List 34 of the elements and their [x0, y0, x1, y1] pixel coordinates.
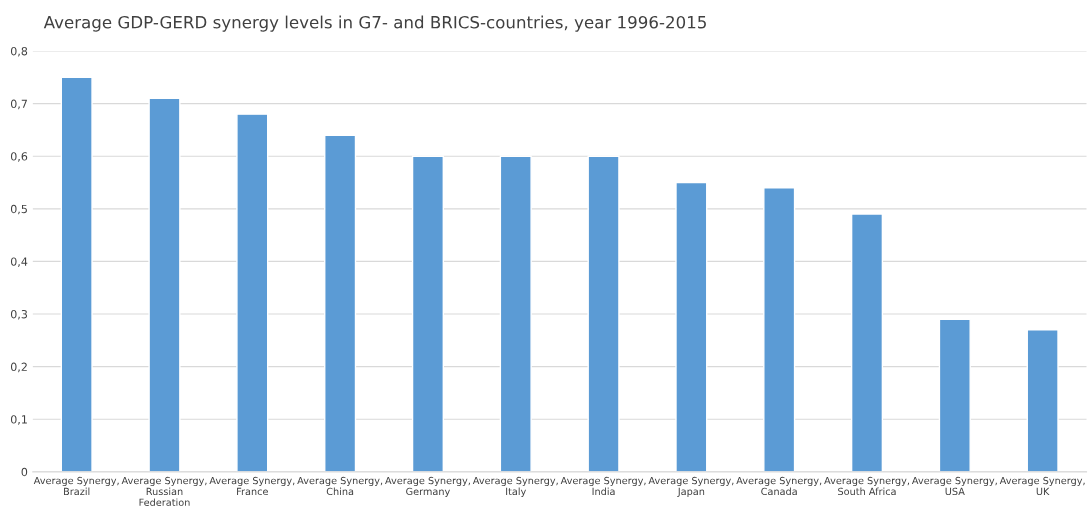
bar: [60, 76, 93, 472]
x-tick-label: Average Synergy, South Africa: [824, 476, 910, 496]
y-tick-label: 0,6: [10, 152, 28, 162]
y-tick-label: 0,2: [10, 362, 27, 373]
y-tick-label: 0,1: [10, 415, 27, 425]
y-tick-label: 0,7: [10, 99, 27, 110]
x-tick-label: Average Synergy, Germany: [385, 476, 470, 497]
bar: [1026, 329, 1059, 472]
y-tick-label: 0,3: [10, 310, 28, 320]
x-tick-label: Average Synergy, UK: [999, 476, 1085, 496]
x-tick-label: Average Synergy, India: [560, 476, 646, 496]
x-tick-label: Average Synergy, Canada: [736, 476, 822, 496]
x-tick-label: Average Synergy, France: [209, 476, 295, 496]
y-tick-label: 0,8: [10, 47, 28, 57]
bar: [499, 155, 532, 472]
bar: [675, 181, 708, 472]
x-tick-label: Average Synergy, China: [297, 476, 383, 496]
x-tick-label: Average Synergy, Russian Federation: [121, 476, 207, 506]
bar: [763, 187, 796, 472]
bar: [324, 134, 357, 472]
bar: [938, 318, 971, 472]
x-tick-label: Average Synergy, USA: [911, 476, 997, 496]
y-tick-label: 0: [21, 467, 28, 477]
x-tick-label: Average Synergy, Italy: [472, 476, 558, 497]
chart-title: Average GDP-GERD synergy levels in G7- and BRICS-countries, year 1996-2015: [43, 15, 706, 32]
y-tick-label: 0,4: [10, 257, 28, 267]
bar: [411, 155, 444, 472]
bar: [587, 155, 620, 472]
bar: [236, 113, 269, 472]
y-tick-label: 0,5: [10, 204, 27, 215]
bar: [850, 213, 884, 472]
x-tick-label: Average Synergy, Brazil: [33, 476, 119, 496]
bar: [148, 97, 181, 472]
x-tick-label: Average Synergy, Japan: [648, 476, 734, 497]
